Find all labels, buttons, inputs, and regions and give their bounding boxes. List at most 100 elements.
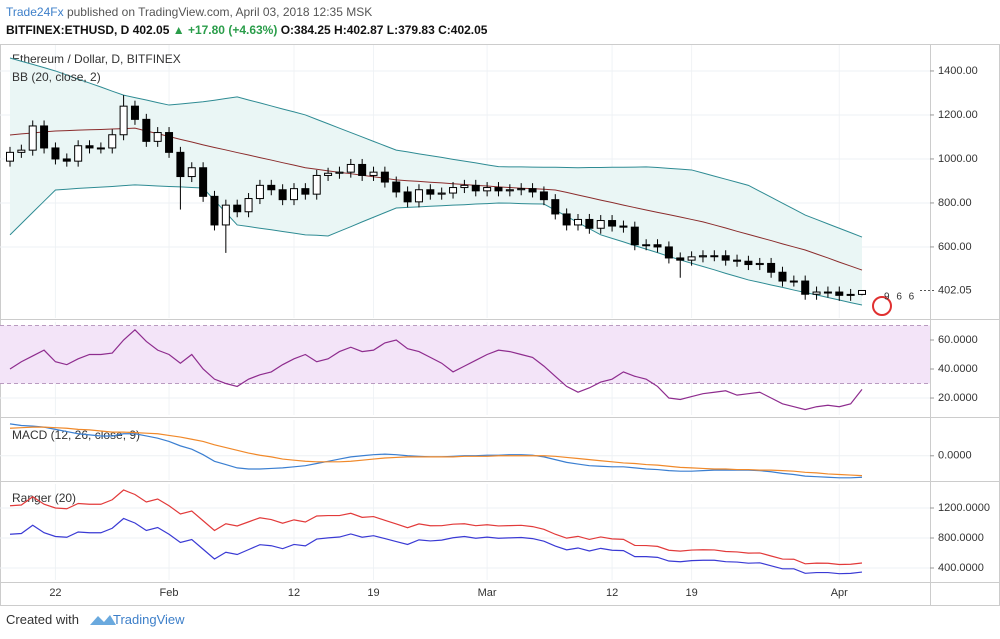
- x-tick-label: 12: [606, 587, 618, 599]
- candle-body: [471, 184, 480, 192]
- y-tick-label: 1400.00: [938, 65, 978, 77]
- bb-upper: [9, 57, 863, 238]
- candle-body: [767, 262, 776, 273]
- x-tick-label: Feb: [160, 587, 179, 599]
- candle-body: [574, 218, 582, 226]
- y-tick-label: 40.0000: [938, 363, 978, 375]
- badge: 9 6 6: [884, 292, 916, 303]
- y-tick-label: 60.0000: [938, 334, 978, 346]
- footer: Created with TradingView: [6, 612, 185, 627]
- candle-body: [710, 255, 719, 258]
- candle-body: [17, 149, 26, 153]
- candle-body: [721, 255, 730, 261]
- published: published on TradingView.com, April 03, …: [66, 5, 373, 19]
- candle-body: [426, 189, 435, 195]
- candle-body: [449, 187, 458, 194]
- candle-body: [244, 198, 253, 213]
- series-line: [9, 426, 863, 477]
- y-tick-label: 800.0000: [938, 532, 984, 544]
- candle-body: [494, 187, 503, 192]
- author[interactable]: Trade24Fx: [6, 5, 64, 19]
- x-tick-label: 19: [685, 587, 697, 599]
- candle-body: [539, 191, 548, 201]
- candle-body: [585, 218, 594, 229]
- candle-body: [324, 172, 333, 176]
- y-tick-label: 1200.0000: [938, 502, 990, 514]
- y-tick-label: 600.00: [938, 241, 972, 253]
- candle-body: [460, 184, 469, 189]
- candle-body: [40, 125, 49, 149]
- candle-body: [698, 255, 707, 258]
- candle-body: [687, 256, 696, 261]
- y-tick-label: 1200.00: [938, 109, 978, 121]
- candle-body: [437, 192, 446, 195]
- x-tick-label: Apr: [831, 587, 848, 599]
- series-line: [9, 489, 863, 566]
- last-price: 402.05: [132, 23, 170, 37]
- candle-body: [255, 184, 264, 200]
- candle-body: [358, 163, 367, 176]
- brand[interactable]: TradingView: [112, 612, 185, 627]
- candle-body: [369, 171, 378, 176]
- symbol: BITFINEX:ETHUSD, D: [6, 23, 130, 37]
- y-tick-label: 0.0000: [938, 450, 972, 462]
- candle-body: [74, 145, 83, 162]
- candle-body: [62, 158, 71, 162]
- x-tick-label: 12: [288, 587, 300, 599]
- candle-body: [119, 105, 128, 136]
- candle-body: [199, 167, 208, 197]
- candle-body: [108, 134, 117, 149]
- candle-body: [221, 204, 230, 226]
- candle-body: [153, 132, 162, 142]
- band-fill: [0, 325, 930, 384]
- candle-body: [267, 184, 276, 191]
- candle-body: [596, 220, 605, 229]
- pane-title: Ethereum / Dollar, D, BITFINEX: [12, 52, 181, 66]
- bb-middle: [9, 127, 863, 271]
- candle-body: [642, 244, 651, 247]
- candle-body: [517, 188, 526, 191]
- candle-body: [210, 195, 219, 226]
- ohlc: O:384.25 H:402.87 L:379.83 C:402.05: [280, 23, 488, 37]
- candle-body: [608, 220, 617, 227]
- candle-body: [335, 171, 344, 174]
- x-tick-label: Mar: [478, 587, 497, 599]
- candle-body: [664, 246, 673, 259]
- candle-body: [312, 174, 321, 195]
- plot: 1400.00 1200.00 1000.00 800.00 600.00 Ethereu…: [0, 45, 990, 599]
- candle-body: [676, 257, 685, 261]
- quote-line: BITFINEX:ETHUSD, D 402.05 ▲ +17.80 (+4.6…: [6, 23, 487, 37]
- candle-body: [835, 291, 844, 296]
- pane-title: MACD (12, 26, close, 9): [12, 428, 140, 442]
- header: Trade24Fx published on TradingView.com, …: [0, 0, 1000, 44]
- candle-body: [505, 189, 514, 192]
- created-with: Created with: [6, 612, 79, 627]
- candle-body: [619, 225, 628, 228]
- logo: [90, 615, 116, 625]
- candle-body: [789, 280, 798, 283]
- x-tick-label: 19: [367, 587, 379, 599]
- x-tick-label: 22: [49, 587, 61, 599]
- bb-fill: [10, 57, 862, 306]
- candle-body: [6, 151, 14, 162]
- candle-body: [858, 289, 866, 295]
- candle-body: [187, 167, 196, 178]
- candle-body: [755, 262, 764, 266]
- candle-body: [562, 213, 571, 226]
- candle-body: [85, 145, 94, 149]
- candle-body: [801, 280, 810, 295]
- publish-line: Trade24Fx published on TradingView.com, …: [6, 5, 372, 19]
- y-tick-label: 400.0000: [938, 562, 984, 574]
- candle-body: [414, 189, 423, 203]
- pane-title: Ranger (20): [12, 491, 76, 505]
- candle-body: [278, 189, 287, 201]
- candle-body: [846, 293, 855, 296]
- candle-body: [176, 151, 185, 178]
- candle-body: [392, 181, 401, 193]
- candle-body: [380, 171, 389, 183]
- bb-lower: [9, 184, 863, 306]
- candle-body: [96, 147, 105, 150]
- candle-body: [346, 163, 355, 173]
